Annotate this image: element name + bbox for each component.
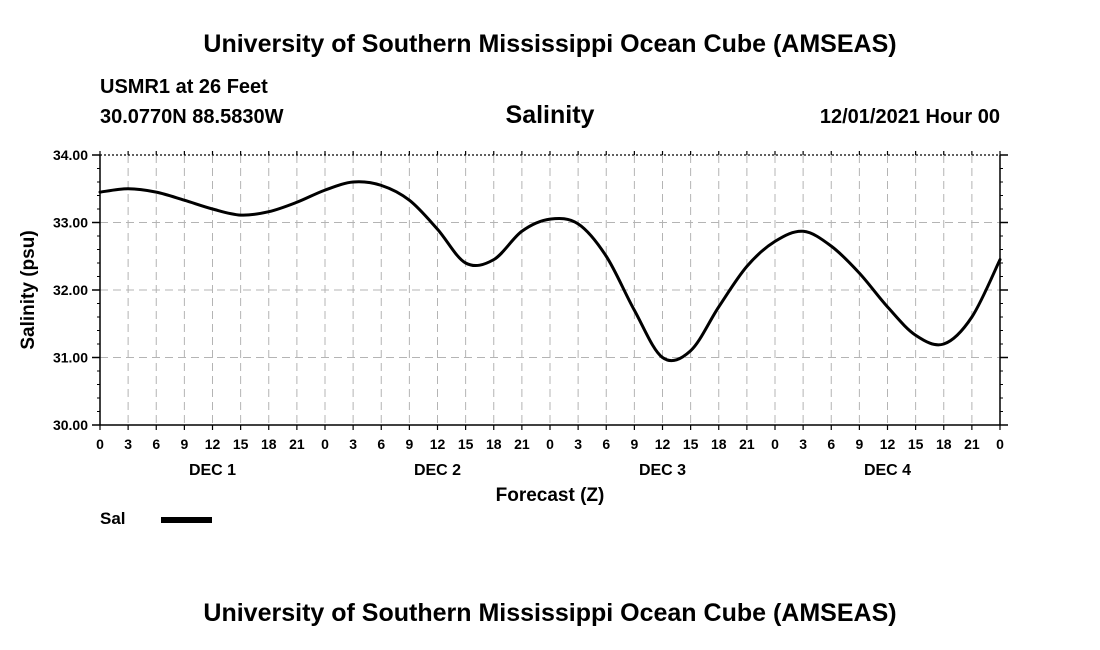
y-axis-title: Salinity (psu) <box>18 230 39 349</box>
x-tick-label: 18 <box>711 436 727 452</box>
x-tick-label: 0 <box>771 436 779 452</box>
x-tick-label: 6 <box>602 436 610 452</box>
x-tick-label: 3 <box>349 436 357 452</box>
x-tick-label: 9 <box>855 436 863 452</box>
y-tick-label: 31.00 <box>53 350 88 366</box>
run-time-label: 12/01/2021 Hour 00 <box>819 106 1000 128</box>
x-tick-label: 0 <box>321 436 329 452</box>
day-label: DEC 3 <box>639 462 686 479</box>
x-tick-label: 12 <box>655 436 671 452</box>
x-tick-label: 12 <box>880 436 896 452</box>
x-tick-label: 18 <box>936 436 952 452</box>
x-tick-label: 21 <box>289 436 305 452</box>
x-axis-title: Forecast (Z) <box>496 485 605 506</box>
x-tick-label: 9 <box>180 436 188 452</box>
x-tick-label: 21 <box>514 436 530 452</box>
y-tick-label: 32.00 <box>53 282 88 298</box>
x-tick-label: 12 <box>205 436 221 452</box>
x-tick-label: 12 <box>430 436 446 452</box>
x-tick-label: 3 <box>574 436 582 452</box>
x-tick-label: 21 <box>739 436 755 452</box>
x-tick-label: 3 <box>799 436 807 452</box>
x-tick-label: 6 <box>377 436 385 452</box>
chart-title: University of Southern Mississippi Ocean… <box>203 30 897 58</box>
legend-swatch <box>161 517 212 523</box>
x-tick-label: 21 <box>964 436 980 452</box>
coordinates-label: 30.0770N 88.5830W <box>100 106 284 128</box>
x-tick-label: 6 <box>152 436 160 452</box>
parameter-title: Salinity <box>505 101 595 129</box>
x-tick-label: 15 <box>233 436 249 452</box>
footer-title: University of Southern Mississippi Ocean… <box>203 599 897 627</box>
y-tick-label: 34.00 <box>53 147 88 163</box>
x-tick-label: 15 <box>908 436 924 452</box>
day-label: DEC 1 <box>189 462 236 479</box>
x-tick-label: 0 <box>96 436 104 452</box>
x-tick-label: 3 <box>124 436 132 452</box>
y-tick-label: 30.00 <box>53 417 88 433</box>
x-tick-label: 0 <box>996 436 1004 452</box>
x-tick-label: 15 <box>683 436 699 452</box>
x-tick-label: 9 <box>630 436 638 452</box>
x-tick-label: 18 <box>486 436 502 452</box>
x-tick-label: 9 <box>405 436 413 452</box>
x-tick-label: 18 <box>261 436 277 452</box>
salinity-chart: 30.00 31.00 32.00 33.00 34.00 0 3 6 9 12 15 18 21 0 3 6… <box>18 147 1008 506</box>
station-label: USMR1 at 26 Feet <box>100 76 268 98</box>
legend-label: Sal <box>100 509 126 528</box>
salinity-series-line <box>98 180 1002 363</box>
y-tick-label: 33.00 <box>53 215 88 231</box>
x-tick-label: 15 <box>458 436 474 452</box>
x-tick-label: 0 <box>546 436 554 452</box>
day-label: DEC 2 <box>414 462 461 479</box>
day-label: DEC 4 <box>864 462 911 479</box>
x-tick-label: 6 <box>827 436 835 452</box>
